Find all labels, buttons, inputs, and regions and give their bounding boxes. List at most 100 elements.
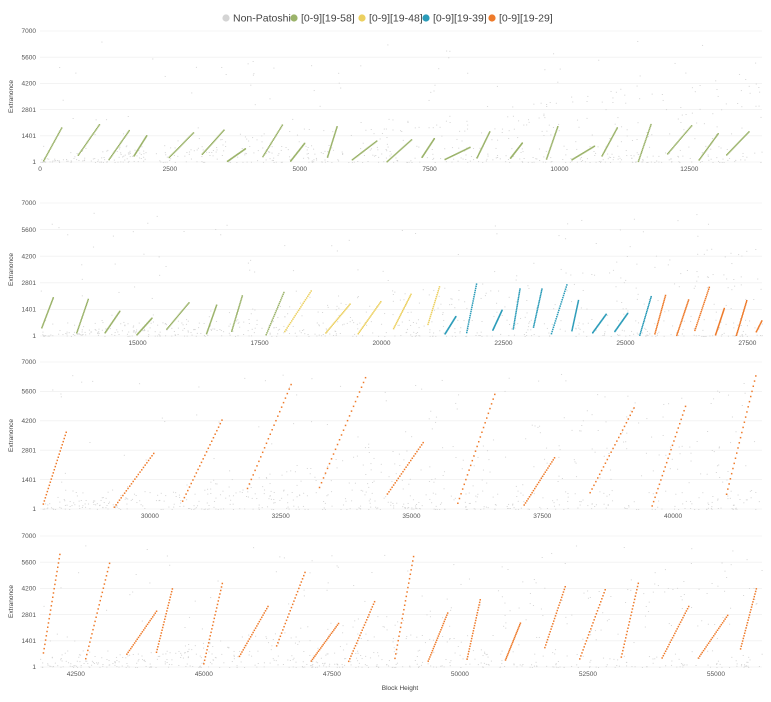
non-patoshi-point xyxy=(55,160,57,162)
patoshi-point xyxy=(64,434,66,437)
non-patoshi-point xyxy=(60,393,62,395)
patoshi-point xyxy=(45,635,48,637)
non-patoshi-point xyxy=(494,508,496,510)
patoshi-point xyxy=(533,323,536,325)
non-patoshi-point xyxy=(323,663,325,665)
non-patoshi-point xyxy=(178,496,181,498)
patoshi-point xyxy=(577,302,579,304)
legend-item-2[interactable]: [0-9][19-48] xyxy=(358,13,423,25)
non-patoshi-point xyxy=(391,481,393,482)
patoshi-point xyxy=(243,646,246,649)
patoshi-point xyxy=(42,503,45,505)
non-patoshi-point xyxy=(299,330,301,332)
non-patoshi-point xyxy=(517,137,519,139)
non-patoshi-point xyxy=(633,155,635,157)
non-patoshi-point xyxy=(289,306,291,308)
legend-item-3[interactable]: [0-9][19-39] xyxy=(422,13,487,25)
non-patoshi-point xyxy=(548,332,550,334)
non-patoshi-point xyxy=(699,108,701,110)
patoshi-point xyxy=(555,318,557,320)
non-patoshi-point xyxy=(477,493,479,495)
non-patoshi-point xyxy=(313,159,315,161)
non-patoshi-point xyxy=(301,666,304,667)
patoshi-point xyxy=(359,153,361,155)
patoshi-point xyxy=(468,648,471,650)
non-patoshi-point xyxy=(529,321,531,323)
non-patoshi-point xyxy=(595,161,597,163)
patoshi-point xyxy=(673,440,675,442)
non-patoshi-point xyxy=(269,98,271,100)
non-patoshi-point xyxy=(569,161,571,163)
patoshi-point xyxy=(538,299,541,302)
legend-item-1[interactable]: [0-9][19-58] xyxy=(290,13,355,25)
patoshi-point xyxy=(687,300,689,303)
patoshi-point xyxy=(214,138,217,141)
patoshi-point xyxy=(706,294,708,296)
non-patoshi-point xyxy=(741,334,743,336)
patoshi-point xyxy=(739,140,742,142)
patoshi-point xyxy=(358,331,361,334)
non-patoshi-point xyxy=(408,483,410,485)
non-patoshi-point xyxy=(594,505,596,507)
non-patoshi-point xyxy=(749,320,751,322)
patoshi-point xyxy=(605,147,607,150)
non-patoshi-point xyxy=(578,322,580,324)
non-patoshi-point xyxy=(122,161,124,163)
patoshi-point xyxy=(707,642,710,644)
patoshi-point xyxy=(559,305,561,307)
y-tick-label: 7000 xyxy=(22,200,37,207)
non-patoshi-point xyxy=(617,633,619,635)
non-patoshi-point xyxy=(105,328,107,330)
non-patoshi-point xyxy=(190,158,192,160)
legend[interactable]: Non-Patoshi [0-9][19-58] [0-9][19-48] [0-9]… xyxy=(222,13,553,25)
patoshi-point xyxy=(625,421,628,424)
patoshi-point xyxy=(399,475,401,477)
non-patoshi-point xyxy=(594,451,596,453)
non-patoshi-point xyxy=(353,585,355,587)
non-patoshi-point xyxy=(208,508,210,510)
non-patoshi-point xyxy=(717,498,719,500)
patoshi-point xyxy=(207,147,209,149)
patoshi-point xyxy=(288,613,290,615)
non-patoshi-point xyxy=(174,334,176,336)
patoshi-point xyxy=(426,148,429,150)
non-patoshi-point xyxy=(646,666,648,668)
legend-item-0[interactable]: Non-Patoshi xyxy=(222,13,291,25)
patoshi-point xyxy=(656,324,658,327)
non-patoshi-point xyxy=(646,334,648,336)
non-patoshi-point xyxy=(483,506,485,508)
patoshi-point xyxy=(413,455,415,457)
non-patoshi-point xyxy=(504,665,506,667)
patoshi-point xyxy=(544,471,547,473)
patoshi-point xyxy=(718,627,720,630)
patoshi-point xyxy=(142,466,145,469)
non-patoshi-point xyxy=(450,660,452,662)
non-patoshi-point xyxy=(143,150,145,152)
non-patoshi-point xyxy=(187,650,189,652)
non-patoshi-point xyxy=(630,589,632,591)
patoshi-point xyxy=(664,296,666,298)
patoshi-point xyxy=(315,653,317,656)
y-tick-label: 1 xyxy=(32,333,36,340)
non-patoshi-point xyxy=(237,319,239,321)
non-patoshi-point xyxy=(42,508,44,510)
patoshi-point xyxy=(550,628,552,630)
non-patoshi-point xyxy=(686,270,688,271)
non-patoshi-point xyxy=(250,313,252,315)
patoshi-point xyxy=(745,302,747,305)
patoshi-point xyxy=(545,641,548,644)
non-patoshi-point xyxy=(704,335,706,337)
non-patoshi-point xyxy=(124,159,126,161)
non-patoshi-point xyxy=(101,41,103,43)
non-patoshi-point xyxy=(169,564,171,566)
non-patoshi-point xyxy=(76,153,78,154)
non-patoshi-point xyxy=(664,591,666,593)
non-patoshi-point xyxy=(571,614,573,616)
non-patoshi-point xyxy=(534,653,536,655)
non-patoshi-point xyxy=(142,505,144,507)
non-patoshi-point xyxy=(684,508,686,509)
legend-item-4[interactable]: [0-9][19-29] xyxy=(488,13,553,25)
legend-label: [0-9][19-29] xyxy=(499,13,553,25)
non-patoshi-point xyxy=(472,485,474,487)
patoshi-point xyxy=(621,653,623,655)
